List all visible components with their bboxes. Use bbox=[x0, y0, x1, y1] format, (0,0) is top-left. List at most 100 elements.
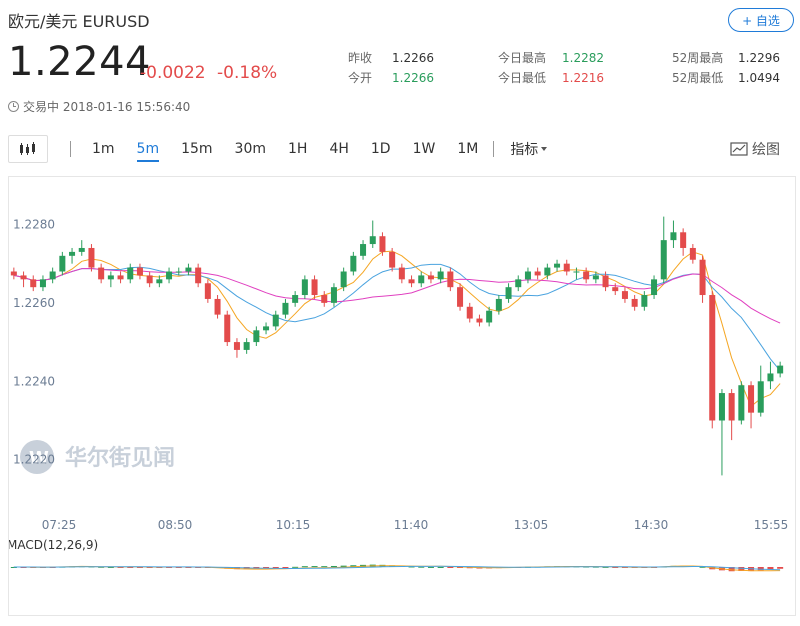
candle-body bbox=[136, 267, 143, 276]
candle-body bbox=[418, 275, 425, 284]
candle bbox=[466, 302, 473, 323]
stat-label: 今日最高 bbox=[498, 51, 547, 65]
candle bbox=[651, 275, 658, 299]
candle-body bbox=[757, 381, 764, 413]
watermark-logo-letter: W bbox=[29, 448, 49, 469]
period-tab-15m[interactable]: 15m bbox=[181, 141, 213, 157]
candle-body bbox=[30, 279, 37, 288]
candle bbox=[98, 263, 105, 284]
period-tab-30m[interactable]: 30m bbox=[234, 141, 266, 157]
candle bbox=[136, 263, 143, 280]
candle bbox=[418, 271, 425, 288]
candle bbox=[641, 291, 648, 311]
candle bbox=[350, 251, 357, 276]
y-tick-label: 1.2240 bbox=[13, 374, 55, 388]
period-tab-1w[interactable]: 1W bbox=[412, 141, 436, 157]
candle-body bbox=[748, 385, 755, 413]
x-tick-label: 10:15 bbox=[276, 518, 311, 532]
candle bbox=[20, 271, 27, 288]
candle bbox=[166, 267, 173, 284]
period-tab-1m[interactable]: 1M bbox=[457, 141, 479, 157]
macd-bar bbox=[340, 565, 347, 567]
change-value: -0.0022 bbox=[140, 63, 206, 83]
candle-body bbox=[350, 255, 357, 272]
macd-bar bbox=[602, 566, 609, 568]
candle-body bbox=[660, 240, 667, 280]
candle bbox=[757, 365, 764, 417]
candle bbox=[612, 283, 619, 296]
period-tab-4h[interactable]: 4H bbox=[329, 141, 349, 157]
candle-body bbox=[447, 271, 454, 288]
chart-type-button[interactable] bbox=[8, 135, 48, 163]
period-tab-1h[interactable]: 1H bbox=[288, 141, 308, 157]
x-tick-label: 13:05 bbox=[514, 518, 549, 532]
candle-body bbox=[699, 259, 706, 296]
candle-body bbox=[389, 251, 396, 268]
candle bbox=[408, 275, 415, 288]
candle bbox=[748, 381, 755, 429]
candle-body bbox=[437, 271, 444, 280]
candlestick-icon bbox=[20, 142, 35, 155]
add-watchlist-button[interactable]: + 自选 bbox=[728, 8, 794, 32]
candle-body bbox=[78, 247, 85, 252]
indicator-label: 指标 bbox=[510, 142, 539, 158]
period-tab-1m[interactable]: 1m bbox=[92, 141, 115, 157]
candle bbox=[292, 291, 299, 307]
candle bbox=[321, 291, 328, 307]
kline-chart-svg: W 华尔街见闻 1.2280 1.2260 1.2240 1.2220 07:25 08:50… bbox=[9, 216, 788, 572]
candle-body bbox=[49, 271, 56, 280]
watermark-text: 华尔街见闻 bbox=[65, 445, 175, 471]
candle-body bbox=[680, 232, 687, 248]
indicator-dropdown[interactable]: 指标 bbox=[502, 139, 555, 159]
candle-body bbox=[243, 342, 250, 350]
period-tab-5m[interactable]: 5m bbox=[126, 132, 171, 166]
candle-body bbox=[214, 298, 221, 315]
candle bbox=[311, 275, 318, 299]
period-tab-1d[interactable]: 1D bbox=[370, 141, 391, 157]
candle-body bbox=[369, 236, 376, 245]
x-tick-label: 08:50 bbox=[158, 518, 193, 532]
candle bbox=[709, 291, 716, 429]
chart-toolbar: 1m 5m 15m 30m 1H 4H 1D 1W 1M 指标 绘图 bbox=[8, 132, 798, 166]
candle-body bbox=[544, 267, 551, 276]
candle bbox=[39, 275, 46, 292]
candle bbox=[233, 338, 240, 358]
candle-body bbox=[670, 232, 677, 241]
candle bbox=[88, 244, 95, 272]
candle-body bbox=[641, 295, 648, 307]
candle bbox=[398, 263, 405, 284]
candle-body bbox=[156, 279, 163, 284]
status-text: 交易中 2018-01-16 15:56:40 bbox=[23, 100, 191, 114]
candle bbox=[340, 267, 347, 292]
candle bbox=[59, 251, 66, 276]
candle-body bbox=[457, 287, 464, 307]
candle-body bbox=[612, 287, 619, 292]
macd-label: MACD(12,26,9) bbox=[9, 538, 98, 552]
candle-body bbox=[777, 365, 784, 374]
stat-label: 昨收 bbox=[348, 51, 373, 65]
candle bbox=[243, 338, 250, 354]
candle bbox=[175, 267, 182, 276]
candle bbox=[457, 283, 464, 311]
kline-chart[interactable]: W 华尔街见闻 1.2280 1.2260 1.2240 1.2220 07:25 08:50… bbox=[8, 176, 796, 616]
candle bbox=[621, 287, 628, 303]
stat-value: 1.2216 bbox=[562, 71, 604, 85]
candle-body bbox=[175, 271, 182, 273]
candle bbox=[592, 271, 599, 284]
candle bbox=[117, 271, 124, 284]
macd-bar bbox=[457, 567, 464, 568]
candle-body bbox=[20, 275, 27, 280]
macd-bar bbox=[612, 567, 619, 568]
y-tick-label: 1.2280 bbox=[13, 217, 55, 231]
draw-button[interactable]: 绘图 bbox=[730, 139, 780, 159]
candle-body bbox=[495, 298, 502, 311]
macd-bar bbox=[330, 565, 337, 567]
candle bbox=[583, 267, 590, 284]
x-tick-label: 14:30 bbox=[634, 518, 669, 532]
change-percent: -0.18% bbox=[217, 63, 278, 83]
trading-status: 交易中 2018-01-16 15:56:40 bbox=[8, 98, 190, 115]
candle-body bbox=[88, 247, 95, 268]
candle-body bbox=[292, 295, 299, 303]
candle-body bbox=[340, 271, 347, 288]
stat-value: 1.2266 bbox=[392, 51, 434, 65]
